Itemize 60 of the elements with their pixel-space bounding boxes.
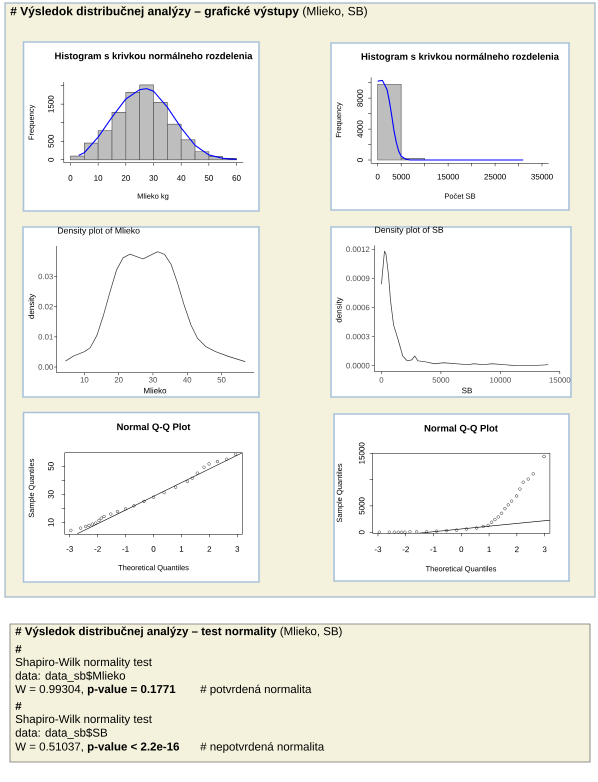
x-tick-label: -2 xyxy=(402,546,409,552)
text: # potvrdená normalita xyxy=(200,684,312,696)
text: # xyxy=(15,645,22,653)
x-tick-label: 0 xyxy=(152,546,156,552)
y-tick-label: 30 xyxy=(48,490,54,499)
x-tick-label: 0 xyxy=(459,546,464,552)
text: # Výsledok distribučnej analýzy – grafické výstupy (Mlieko, SB) xyxy=(10,6,367,18)
x-tick-label: 15000 xyxy=(438,174,459,180)
chart-title: Histogram s krivkou normálneho rozdelenia xyxy=(55,52,253,62)
y-tick-label: 0 xyxy=(358,530,365,534)
y-axis-title: density xyxy=(28,294,36,319)
x-tick-label: -1 xyxy=(430,546,437,552)
x-tick-label: 3 xyxy=(542,546,546,552)
text: # nepotvrdená normalita xyxy=(200,742,324,753)
chart-title: Density plot of SB xyxy=(375,226,444,235)
y-tick-label: 4000 xyxy=(357,120,363,138)
y-tick-label: 500 xyxy=(48,134,54,148)
y-tick-label: 15000 xyxy=(358,442,365,464)
y-tick-label: 5000 xyxy=(358,497,365,515)
text: data: data_sb$Mlieko xyxy=(16,671,126,682)
x-tick-label: 35000 xyxy=(531,174,553,180)
x-tick-label: 60 xyxy=(232,175,241,181)
x-tick-label: 1 xyxy=(180,546,184,552)
y-axis-title: density xyxy=(336,297,344,322)
x-tick-label: 10 xyxy=(94,175,102,181)
y-tick-label: 8000 xyxy=(357,90,363,107)
chart-title: Normal Q-Q Plot xyxy=(117,423,190,432)
x-tick-label: 0 xyxy=(376,174,380,180)
x-tick-label: -1 xyxy=(122,546,129,552)
y-tick-label: 10 xyxy=(48,518,54,526)
y-tick-label: 50 xyxy=(48,462,54,470)
x-tick-label: 50 xyxy=(204,175,214,181)
x-tick-label: 3 xyxy=(235,546,240,552)
y-tick-label: 0 xyxy=(357,158,363,162)
text: data: data_sb$SB xyxy=(16,728,108,739)
text: # xyxy=(15,702,22,710)
chart-title: Density plot of Mlieko xyxy=(58,227,140,236)
x-axis-title: Mlieko xyxy=(144,388,166,394)
x-tick-label: 2 xyxy=(515,546,519,552)
x-tick-label: 30 xyxy=(149,175,158,181)
text: Shapiro-Wilk normality test xyxy=(16,714,152,726)
text: W = 0.51037, p-value < 2.2e-16 xyxy=(15,742,180,753)
y-tick-label: 1500 xyxy=(48,96,54,112)
x-tick-label: 25000 xyxy=(484,174,506,180)
x-tick-label: 2 xyxy=(208,546,212,552)
x-tick-label: 1 xyxy=(487,546,491,552)
text: W = 0.99304, p-value = 0.1771 xyxy=(15,684,176,696)
x-axis-title: SB xyxy=(462,388,472,394)
x-tick-label: -2 xyxy=(94,546,101,552)
x-tick-label: 5000 xyxy=(392,174,410,180)
x-tick-label: -3 xyxy=(66,546,73,552)
x-tick-label: 0 xyxy=(68,175,72,181)
chart-title: Histogram s krivkou normálneho rozdelenia xyxy=(362,52,560,62)
text: Shapiro-Wilk normality test xyxy=(16,658,152,668)
x-tick-label: 40 xyxy=(176,175,186,181)
chart-title: Normal Q-Q Plot xyxy=(424,424,498,434)
x-tick-label: 20 xyxy=(122,175,130,181)
y-tick-label: 0 xyxy=(48,158,54,162)
text: # Výsledok distribučnej analýzy – test normality (Mlieko, SB) xyxy=(15,626,342,638)
x-tick-label: -3 xyxy=(374,546,382,552)
